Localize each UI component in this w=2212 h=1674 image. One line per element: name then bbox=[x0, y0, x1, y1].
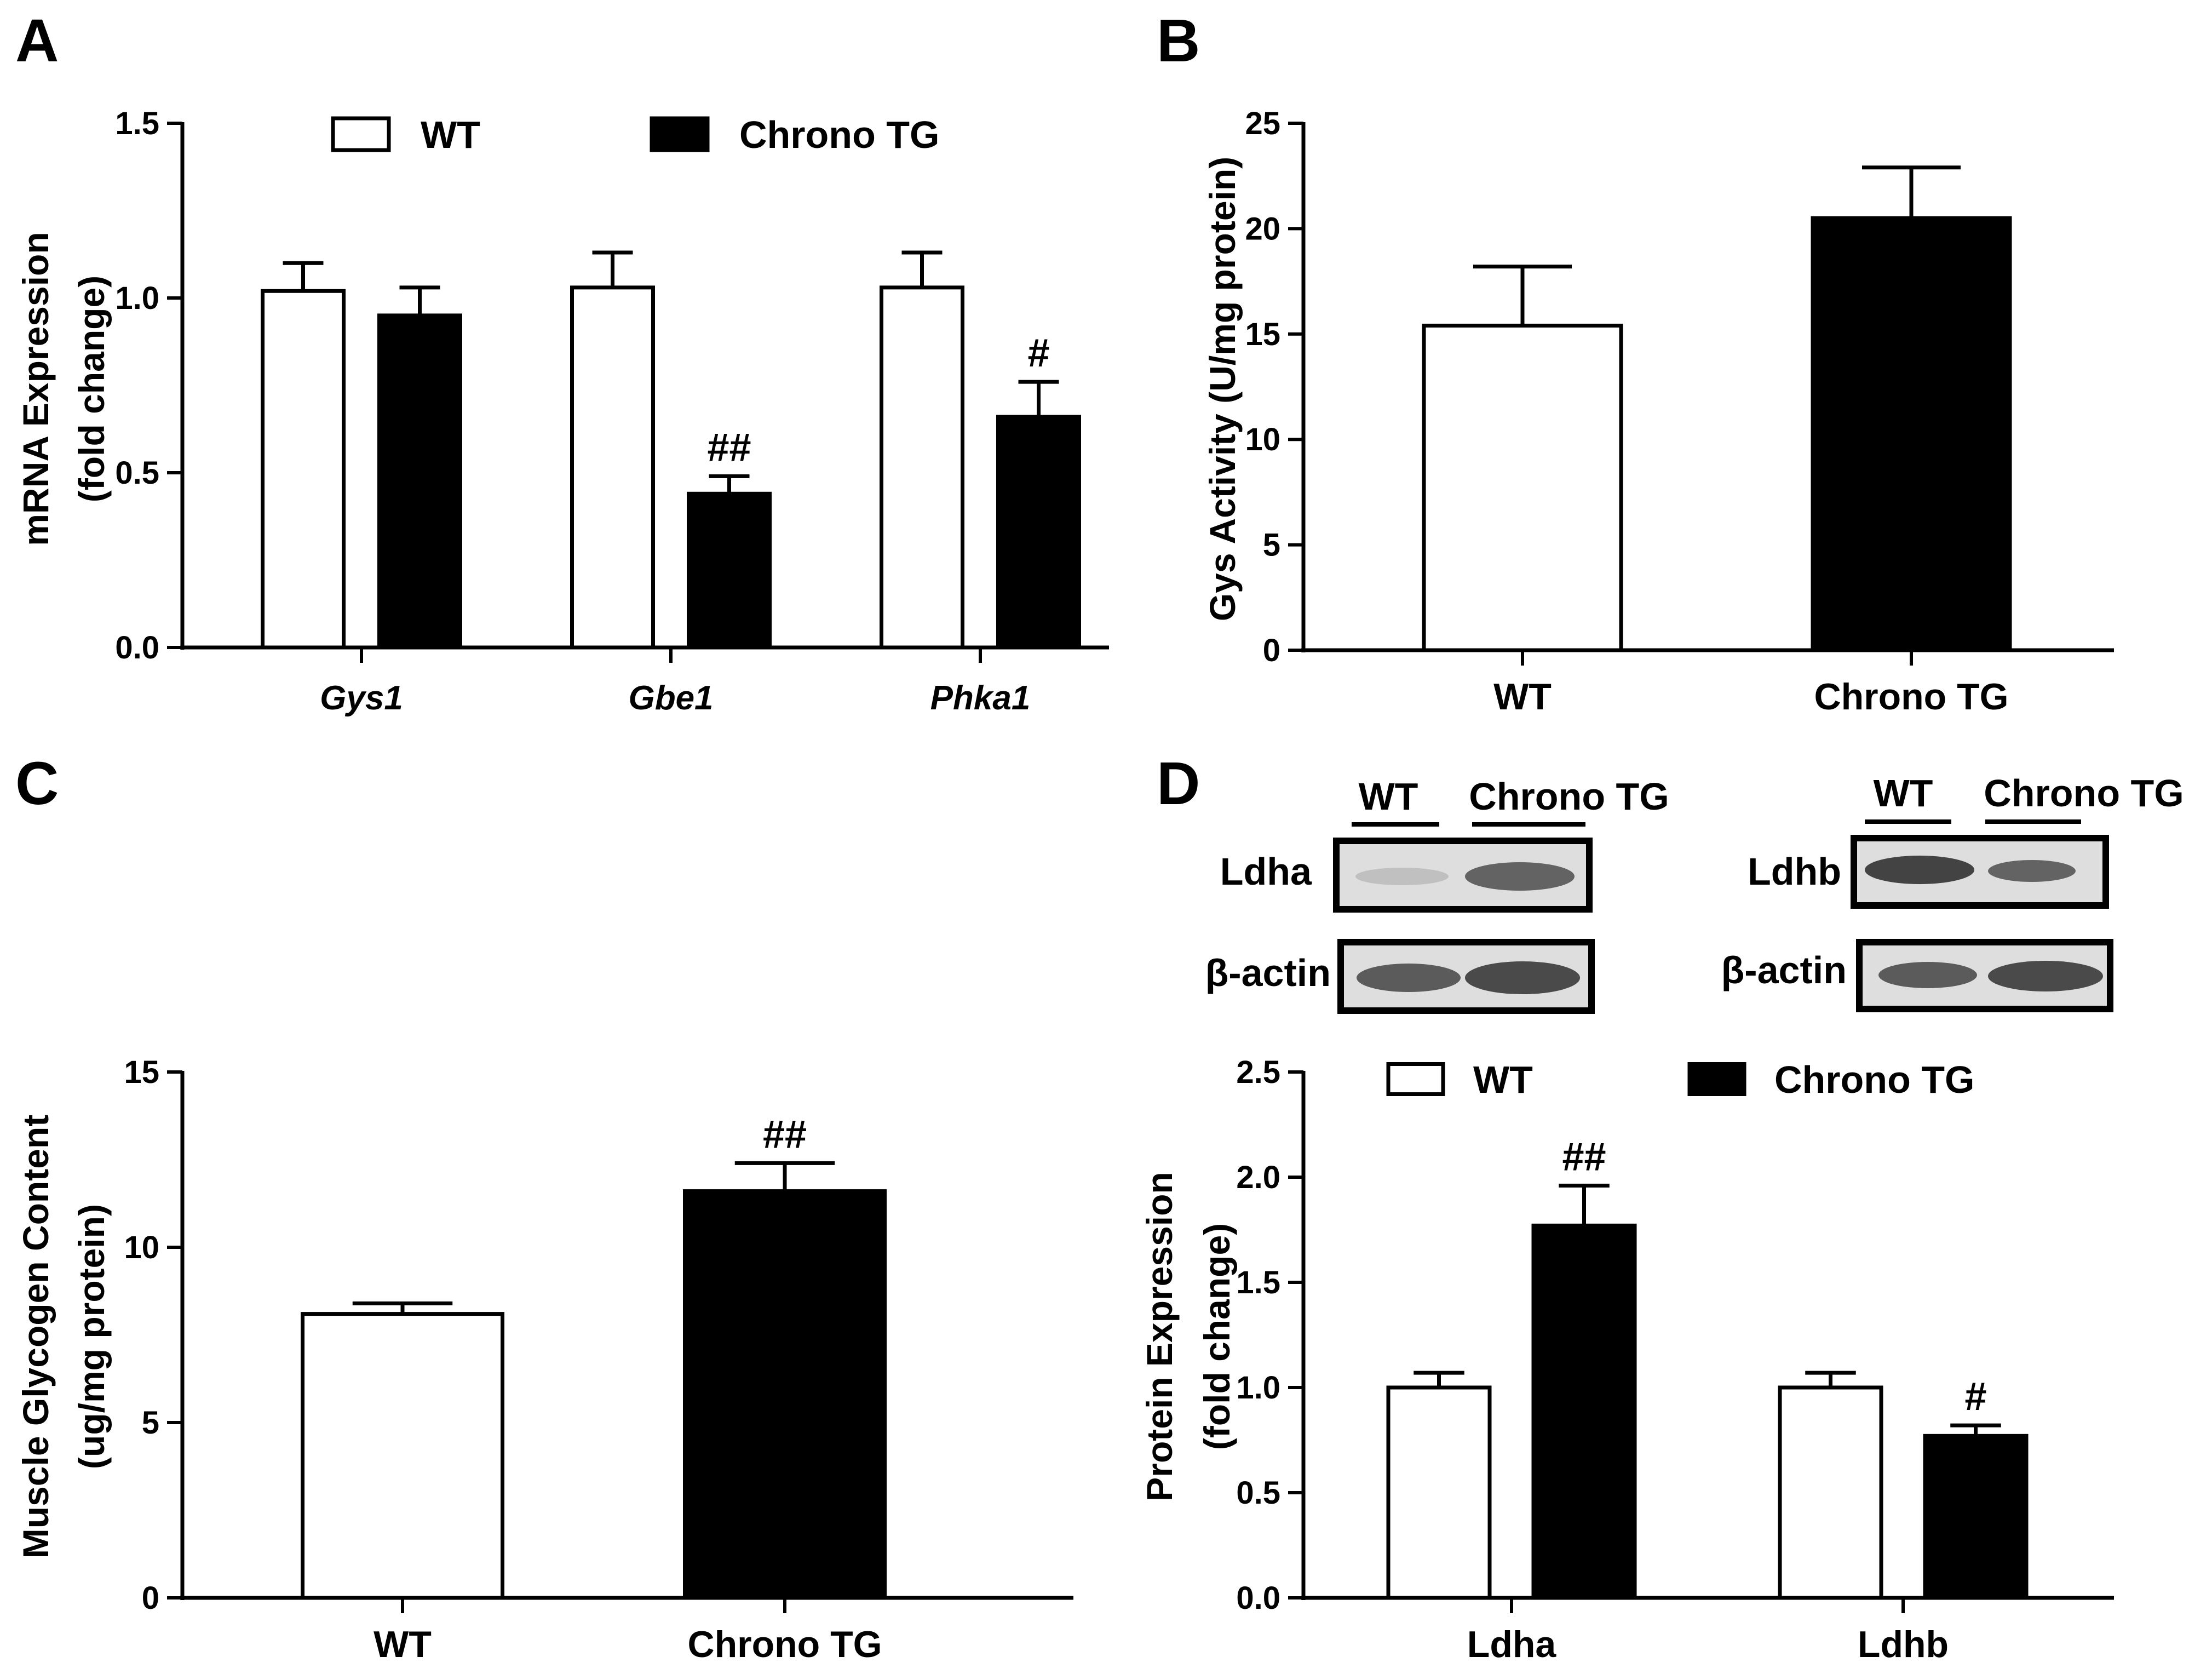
chart-d-x-tick-label: Ldha bbox=[1467, 1624, 1557, 1665]
chart-b-y-tick-label: 15 bbox=[1245, 317, 1280, 352]
chart-c-y-label-2: (ug/mg protein) bbox=[71, 1204, 112, 1469]
chart-d-y-tick-label: 0.0 bbox=[1236, 1580, 1280, 1616]
chart-a-bar-phka1-tg bbox=[996, 415, 1081, 650]
chart-d-y-tick-label: 0.5 bbox=[1236, 1475, 1280, 1511]
chart-c-bar-tg-significance: ## bbox=[763, 1113, 807, 1156]
chart-c-muscle-glycogen: 0 5 10 15 Muscle Glycogen Content (ug/mg prot… bbox=[15, 1054, 1073, 1665]
panel-label-a: A bbox=[15, 7, 59, 74]
chart-a-y-tick-label: 0.0 bbox=[115, 630, 159, 666]
chart-d-y-tick-label: 1.0 bbox=[1236, 1370, 1280, 1406]
blot-header-chrono-tg: Chrono TG bbox=[1469, 775, 1669, 818]
blot-label-ldha: Ldha bbox=[1220, 850, 1312, 893]
western-blot-ldhb: WT Chrono TG Ldhb β-actin bbox=[1721, 772, 2184, 1012]
chart-b-y-tick-label: 5 bbox=[1263, 528, 1280, 563]
chart-a-y-tick-label: 0.5 bbox=[115, 455, 159, 491]
blot-band-ldha-wt bbox=[1355, 868, 1449, 885]
blot-band-actin-wt bbox=[1357, 964, 1461, 992]
chart-a-bar-phka1-tg-significance: # bbox=[1027, 331, 1049, 375]
chart-c-bar-tg bbox=[683, 1189, 887, 1600]
chart-d-y-tick-label: 1.5 bbox=[1236, 1265, 1280, 1300]
chart-c-y-tick-label: 5 bbox=[142, 1405, 159, 1441]
chart-d-y-tick-label: 2.5 bbox=[1236, 1054, 1280, 1090]
chart-b-bar-wt bbox=[1422, 323, 1623, 652]
blot-band-ldha-tg bbox=[1465, 862, 1575, 891]
chart-d-y-label-2: (fold change) bbox=[1197, 1223, 1237, 1450]
chart-a-x-tick-label: Phka1 bbox=[930, 679, 1031, 717]
chart-a-bar-gbe1-wt bbox=[570, 285, 655, 650]
chart-d-bar-ldhb-tg bbox=[1923, 1434, 2029, 1600]
chart-d-y-label: Protein Expression bbox=[1139, 1172, 1180, 1501]
blot-label-beta-actin: β-actin bbox=[1205, 951, 1331, 994]
chart-c-y-tick-label: 0 bbox=[142, 1580, 159, 1616]
chart-a-y-label: mRNA Expression bbox=[15, 232, 56, 546]
chart-b-x-tick-label: Chrono TG bbox=[1814, 676, 2008, 718]
chart-c-y-tick-label: 15 bbox=[124, 1054, 159, 1090]
chart-c-y-label: Muscle Glycogen Content bbox=[15, 1115, 56, 1558]
chart-b-y-label: Gys Activity (U/mg protein) bbox=[1202, 157, 1243, 621]
chart-a-x-tick-label: Gbe1 bbox=[628, 679, 713, 717]
chart-c-y-tick-label: 10 bbox=[124, 1230, 159, 1265]
blot-label-ldhb: Ldhb bbox=[1748, 850, 1841, 893]
chart-d-bar-ldhb-wt bbox=[1778, 1385, 1883, 1600]
blot-band-actin-tg bbox=[1465, 961, 1580, 994]
western-blot-ldha: WT Chrono TG Ldha β-actin bbox=[1205, 775, 1669, 1014]
panel-label-c: C bbox=[15, 750, 59, 817]
chart-d-x-tick-label: Ldhb bbox=[1858, 1624, 1949, 1665]
chart-a-legend-swatch bbox=[331, 116, 391, 152]
panel-label-d: D bbox=[1157, 750, 1200, 817]
chart-b-bar-tg bbox=[1811, 216, 2012, 652]
chart-a-y-tick-label: 1.0 bbox=[115, 280, 159, 316]
chart-d-legend-label: Chrono TG bbox=[1774, 1058, 1974, 1101]
panel-label-b: B bbox=[1157, 7, 1200, 74]
chart-d-legend-swatch bbox=[1386, 1062, 1445, 1096]
chart-d-bar-ldhb-tg-significance: # bbox=[1964, 1375, 1986, 1419]
chart-a-bar-gbe1-tg bbox=[687, 491, 772, 650]
chart-a-bar-phka1-wt bbox=[880, 285, 964, 650]
chart-c-x-tick-label: Chrono TG bbox=[687, 1624, 882, 1665]
blot-header-wt: WT bbox=[1874, 772, 1933, 815]
chart-a-legend-label: Chrono TG bbox=[739, 113, 939, 156]
chart-b-y-tick-label: 25 bbox=[1245, 106, 1280, 141]
chart-b-y-tick-label: 0 bbox=[1263, 633, 1280, 668]
blot-band-actin-wt bbox=[1878, 962, 1977, 988]
blot-label-beta-actin: β-actin bbox=[1721, 949, 1847, 991]
blot-band-ldhb-tg bbox=[1988, 860, 2076, 882]
chart-a-bar-gys1-tg bbox=[377, 313, 462, 650]
chart-d-legend-swatch bbox=[1687, 1062, 1746, 1096]
chart-d-y-tick-label: 2.0 bbox=[1236, 1160, 1280, 1195]
blot-header-wt: WT bbox=[1359, 775, 1418, 818]
chart-a-bar-gys1-wt bbox=[261, 289, 346, 650]
chart-a-y-label-2: (fold change) bbox=[71, 276, 112, 502]
chart-a-x-tick-label: Gys1 bbox=[320, 679, 403, 717]
chart-c-bar-wt bbox=[301, 1312, 504, 1600]
chart-a-y-tick-label: 1.5 bbox=[115, 106, 159, 141]
chart-b-y-tick-label: 20 bbox=[1245, 211, 1280, 246]
chart-d-legend-label: WT bbox=[1473, 1058, 1533, 1101]
blot-band-ldhb-wt bbox=[1865, 856, 1974, 884]
blot-band-actin-tg bbox=[1988, 961, 2103, 991]
chart-a-bar-gbe1-tg-significance: ## bbox=[707, 426, 751, 469]
chart-a-legend-swatch bbox=[650, 116, 710, 152]
chart-d-bar-ldha-tg-significance: ## bbox=[1562, 1135, 1606, 1179]
chart-b-x-tick-label: WT bbox=[1493, 676, 1552, 718]
chart-a-legend-label: WT bbox=[421, 113, 480, 156]
blot-header-chrono-tg: Chrono TG bbox=[1984, 772, 2184, 815]
chart-b-y-tick-label: 10 bbox=[1245, 422, 1280, 457]
chart-d-bar-ldha-wt bbox=[1386, 1385, 1492, 1600]
chart-d-bar-ldha-tg bbox=[1531, 1223, 1637, 1600]
chart-a-mrna-expression: 0.0 0.5 1.0 1.5 mRNA Expression (fold change)… bbox=[15, 106, 1109, 717]
chart-d-protein-expression: 0.0 0.5 1.0 1.5 2.0 2.5 Protein Expression (fol… bbox=[1139, 1054, 2114, 1665]
chart-c-x-tick-label: WT bbox=[374, 1624, 432, 1665]
